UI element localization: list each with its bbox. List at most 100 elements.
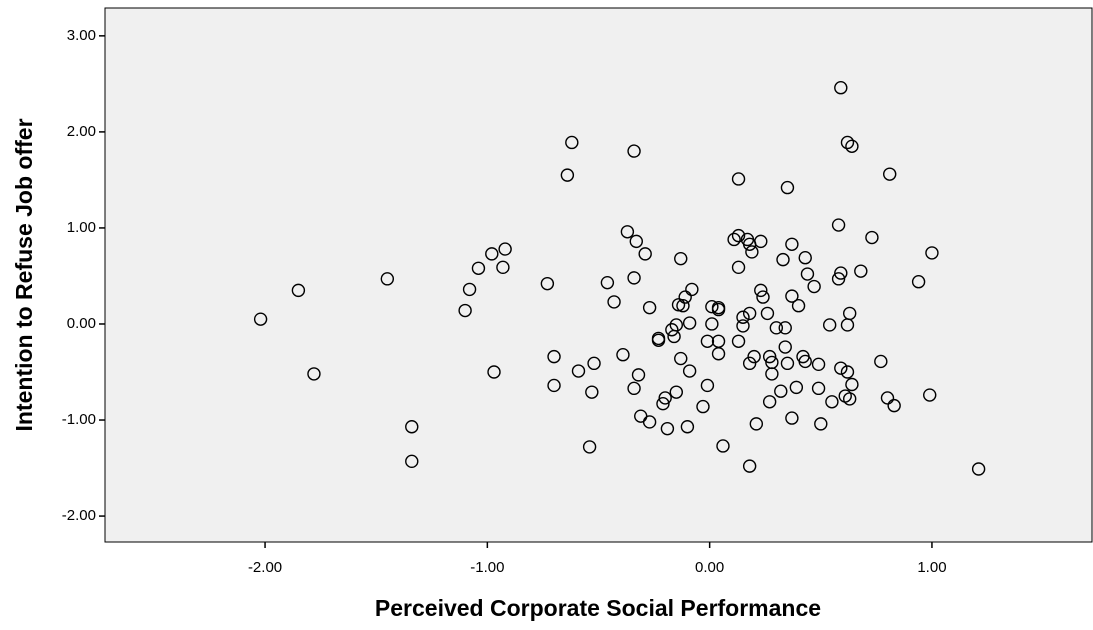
point <box>883 167 897 181</box>
point <box>669 385 684 399</box>
point <box>462 282 477 297</box>
point <box>405 420 419 434</box>
point <box>496 260 510 275</box>
point <box>798 251 812 265</box>
point <box>780 180 795 195</box>
point <box>911 275 926 289</box>
point <box>865 230 879 245</box>
point <box>700 378 715 393</box>
y-tick-label: -1.00 <box>62 411 96 428</box>
point <box>834 266 848 280</box>
point <box>834 81 848 95</box>
point <box>765 355 779 370</box>
point <box>565 135 579 150</box>
x-tick-label: 1.00 <box>917 559 946 576</box>
point <box>785 289 799 303</box>
point <box>762 349 777 364</box>
point <box>756 290 770 304</box>
point <box>831 272 846 286</box>
point <box>685 282 699 297</box>
point <box>742 459 757 473</box>
point <box>253 312 268 326</box>
point <box>736 319 750 333</box>
point <box>711 302 726 317</box>
point <box>811 381 826 396</box>
point <box>658 391 672 405</box>
point <box>822 318 837 332</box>
point <box>665 323 679 337</box>
point <box>678 290 692 304</box>
point <box>620 225 635 239</box>
point <box>762 395 777 409</box>
point <box>674 351 688 366</box>
point <box>627 271 641 285</box>
point <box>845 139 859 154</box>
point <box>571 364 586 378</box>
point <box>831 218 846 232</box>
point <box>925 246 939 260</box>
point <box>811 357 826 372</box>
point <box>971 462 986 476</box>
point <box>498 242 512 256</box>
point <box>547 378 561 393</box>
x-axis-title: Perceived Corporate Social Performance <box>375 595 821 621</box>
point <box>682 364 697 378</box>
point <box>807 279 821 294</box>
point <box>774 384 788 398</box>
point <box>798 354 812 369</box>
point <box>776 252 790 267</box>
point <box>745 245 759 259</box>
point <box>587 356 601 371</box>
point <box>627 144 641 158</box>
point <box>887 398 901 413</box>
point <box>705 317 719 331</box>
point <box>789 380 804 395</box>
point <box>854 264 868 278</box>
point <box>845 377 859 392</box>
point <box>760 306 775 321</box>
point <box>616 348 630 362</box>
point <box>711 347 726 361</box>
point <box>834 361 848 375</box>
point <box>487 365 501 379</box>
point <box>696 399 710 414</box>
point <box>669 318 684 332</box>
point <box>291 283 306 298</box>
x-tick-label: -2.00 <box>248 559 282 576</box>
point <box>380 272 395 286</box>
x-tick-label: -1.00 <box>470 559 504 576</box>
point <box>742 356 757 371</box>
point <box>700 334 715 348</box>
point <box>458 303 472 318</box>
point <box>651 331 666 346</box>
point <box>778 340 792 354</box>
point <box>814 417 828 431</box>
point <box>682 316 697 330</box>
point <box>742 306 757 321</box>
point <box>825 395 839 409</box>
point <box>705 299 719 314</box>
point <box>778 321 792 335</box>
point <box>791 299 806 313</box>
point <box>607 295 621 309</box>
y-tick-label: 3.00 <box>67 27 96 44</box>
point <box>731 334 746 348</box>
point <box>676 299 690 313</box>
y-tick-label: 0.00 <box>67 315 96 332</box>
y-tick-label: 2.00 <box>67 123 96 140</box>
point <box>736 310 750 324</box>
point <box>674 251 688 266</box>
point <box>840 365 855 379</box>
point <box>800 267 815 281</box>
point <box>923 388 937 402</box>
point <box>656 396 670 411</box>
point <box>747 349 761 364</box>
point <box>731 172 746 186</box>
point <box>540 276 555 291</box>
point <box>405 454 419 469</box>
point <box>660 421 675 436</box>
point <box>671 298 686 312</box>
point <box>780 356 795 371</box>
y-axis-title: Intention to Refuse Job offer <box>11 118 37 431</box>
